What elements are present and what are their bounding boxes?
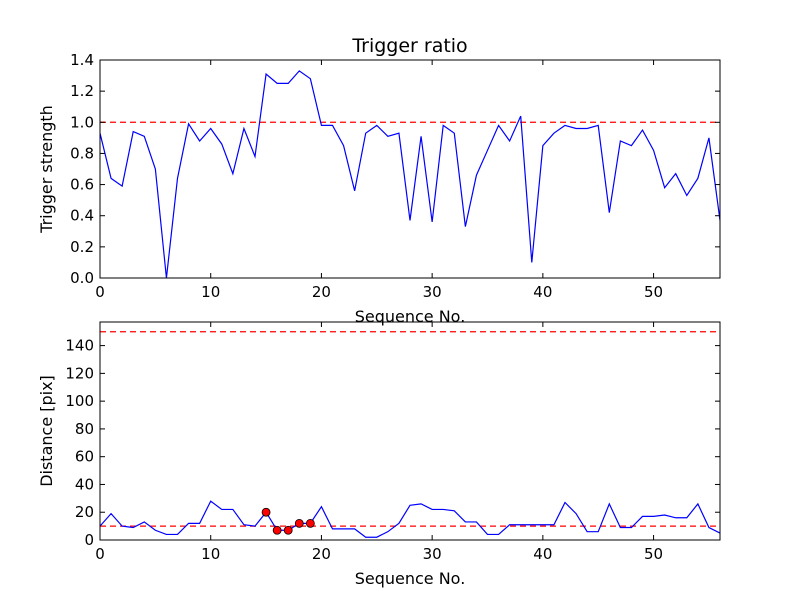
y-ticks: 0 20 40 60 80 100 120 140 [65,337,720,549]
y-tick-label: 80 [75,420,94,438]
y-tick-label: 0.4 [70,207,94,225]
y-tick-label: 140 [65,337,94,355]
x-ticks: 0 10 20 30 40 50 [95,60,663,301]
x-tick-label: 30 [423,545,442,563]
x-tick-label: 40 [533,545,552,563]
y-tick-label: 20 [75,503,94,521]
y-tick-label: 1.2 [70,82,94,100]
y-axis-label: Trigger strength [37,105,56,234]
y-tick-label: 0.2 [70,238,94,256]
x-tick-label: 10 [201,283,220,301]
x-axis-label: Sequence No. [355,569,466,588]
series-group [100,70,720,278]
x-tick-label: 0 [95,283,105,301]
y-tick-label: 0.8 [70,144,94,162]
y-axis-label: Distance [pix] [37,375,56,487]
flagged-point [294,518,304,528]
x-axis-label: Sequence No. [355,307,466,326]
x-tick-label: 50 [644,283,663,301]
x-tick-label: 20 [312,545,331,563]
y-tick-label: 0 [84,531,94,549]
y-tick-label: 120 [65,364,94,382]
flagged-point [261,507,271,517]
x-tick-label: 0 [95,545,105,563]
series-line [100,500,720,538]
y-tick-label: 100 [65,392,94,410]
y-tick-label: 0.6 [70,176,94,194]
threshold-lines [100,331,720,527]
y-tick-label: 60 [75,448,94,466]
series-group [100,500,720,538]
y-tick-label: 1.0 [70,113,94,131]
x-tick-label: 40 [533,283,552,301]
x-tick-label: 10 [201,545,220,563]
y-tick-label: 0.0 [70,269,94,287]
chart-title: Trigger ratio [351,35,467,57]
flagged-point [305,518,315,528]
x-tick-label: 50 [644,545,663,563]
flagged-point [283,525,293,535]
distance-chart: 0 10 20 30 40 50 0 20 40 60 80 100 120 140 Sequence … [37,321,721,588]
trigger-ratio-chart: 0 10 20 30 40 50 0.0 0.2 0.4 0.6 0.8 1.0 1.2 1.4 Tri… [37,35,721,326]
x-tick-label: 20 [312,283,331,301]
flagged-point [272,525,282,535]
x-tick-label: 30 [423,283,442,301]
plot-frame [99,59,721,279]
plot-frame [99,321,721,541]
y-tick-label: 1.4 [70,51,94,69]
series-line [100,70,720,278]
y-tick-label: 40 [75,475,94,493]
x-ticks: 0 10 20 30 40 50 [95,322,663,563]
